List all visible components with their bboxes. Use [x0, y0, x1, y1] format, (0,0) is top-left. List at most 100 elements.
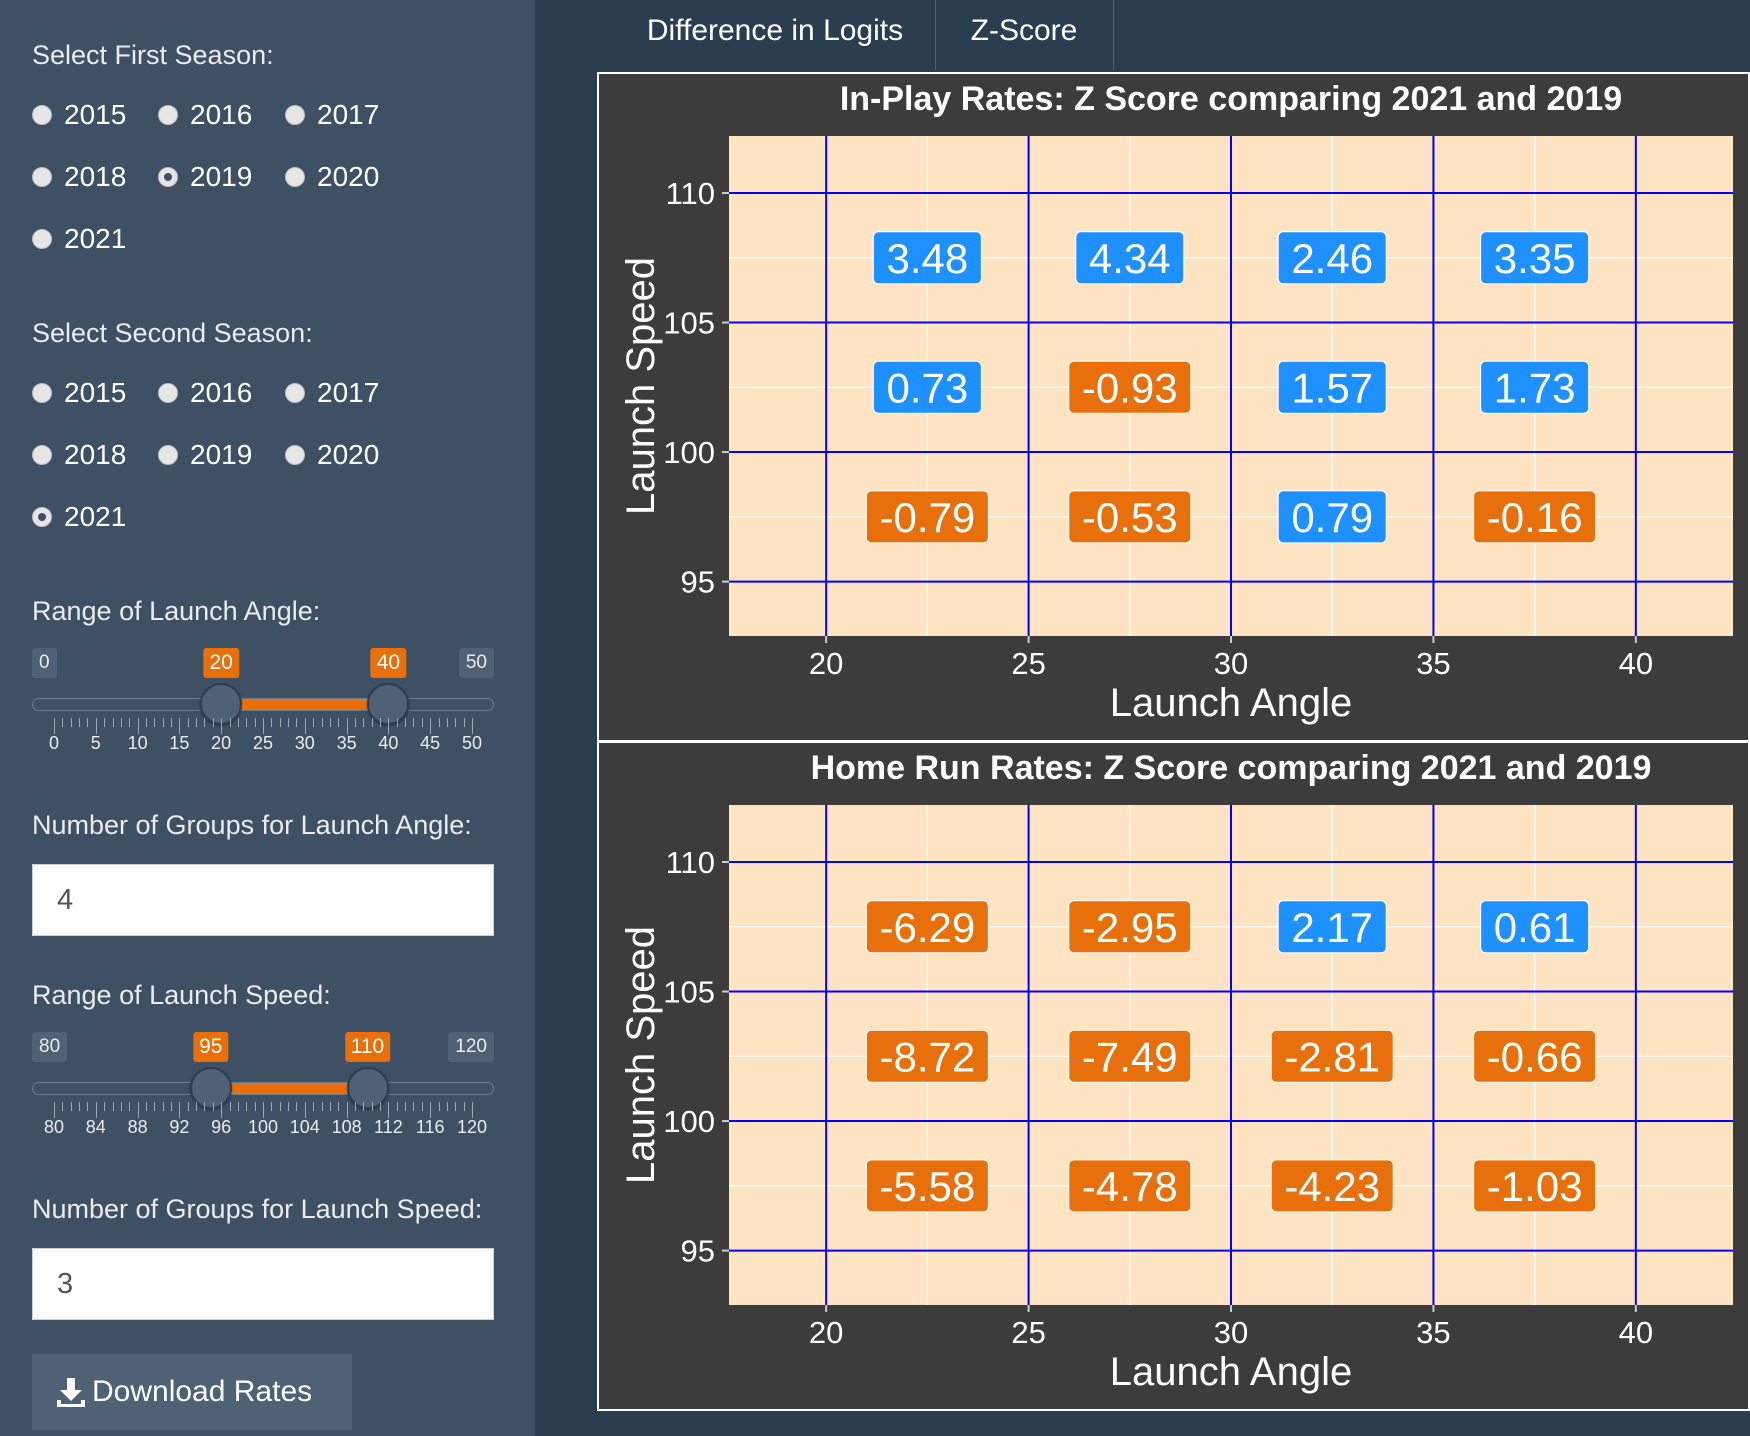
second-season-radio-2017[interactable]: 2017 — [285, 377, 379, 409]
second-season-radio-2018[interactable]: 2018 — [32, 439, 126, 471]
first-season-radio-2018[interactable]: 2018 — [32, 161, 126, 193]
speed-high-handle[interactable] — [346, 1067, 389, 1109]
first-season-radio-2017[interactable]: 2017 — [285, 99, 379, 131]
y-axis-label: Launch Speed — [619, 257, 663, 515]
first-season-label: Select First Season: — [32, 40, 274, 70]
x-tick-label: 25 — [1011, 1315, 1045, 1350]
first-season-radio-2019[interactable]: 2019 — [158, 161, 252, 193]
download-rates-button[interactable]: Download Rates — [32, 1354, 352, 1430]
slider-tick — [346, 1102, 348, 1118]
second-season-radio-2015[interactable]: 2015 — [32, 377, 126, 409]
slider-tick — [388, 1102, 390, 1118]
angle-low-value: 20 — [203, 648, 239, 678]
home-run-rates-plot: Home Run Rates: Z Score comparing 2021 a… — [597, 741, 1750, 1411]
slider-tick — [405, 718, 407, 727]
second-season-radio-2020[interactable]: 2020 — [285, 439, 379, 471]
slider-tick — [162, 718, 164, 727]
angle-range-slider[interactable]: 0 50 20 40 0 5 10 15 20 25 30 35 40 45 50 — [32, 648, 494, 778]
slider-tick — [354, 718, 356, 727]
y-tick-label: 105 — [663, 306, 715, 341]
download-icon — [57, 1378, 85, 1407]
radio-circle[interactable] — [32, 229, 52, 249]
slider-tick — [438, 718, 440, 727]
slider-tick-label: 20 — [211, 733, 232, 753]
radio-circle[interactable] — [285, 105, 305, 125]
cell-label-box — [1068, 1159, 1192, 1213]
second-season-radio-2019[interactable]: 2019 — [158, 439, 252, 471]
radio-label: 2019 — [190, 161, 253, 192]
angle-high-handle[interactable] — [367, 683, 410, 725]
cell-value-label: 3.35 — [1494, 235, 1576, 282]
slider-tick — [313, 1102, 315, 1111]
cell-label-box — [865, 1159, 989, 1213]
slider-tick — [196, 718, 198, 727]
cell-value-label: 1.57 — [1291, 364, 1373, 411]
second-season-radio-2021[interactable]: 2021 — [32, 501, 126, 533]
cell-label-box — [865, 490, 989, 544]
chart-title: In-Play Rates: Z Score comparing 2021 an… — [840, 80, 1622, 118]
radio-label: 2016 — [190, 377, 253, 408]
slider-tick — [396, 1102, 398, 1111]
first-season-radio-2020[interactable]: 2020 — [285, 161, 379, 193]
radio-circle[interactable] — [158, 167, 178, 187]
cell-value-label: 2.46 — [1291, 235, 1373, 282]
radio-label: 2021 — [64, 223, 127, 254]
radio-circle[interactable] — [285, 167, 305, 187]
radio-circle[interactable] — [285, 383, 305, 403]
slider-tick — [388, 718, 390, 734]
radio-circle[interactable] — [158, 105, 178, 125]
second-season-radio-2016[interactable]: 2016 — [158, 377, 252, 409]
cell-label-box — [1270, 1159, 1394, 1213]
cell-value-label: -7.49 — [1082, 1033, 1178, 1080]
tab-z-score[interactable]: Z-Score — [970, 14, 1078, 47]
radio-label: 2018 — [64, 439, 127, 470]
cell-value-label: -1.03 — [1487, 1163, 1583, 1210]
slider-tick — [413, 718, 415, 727]
radio-circle[interactable] — [285, 445, 305, 465]
cell-value-label: -0.93 — [1082, 364, 1178, 411]
first-season-radio-2015[interactable]: 2015 — [32, 99, 126, 131]
slider-tick — [70, 718, 72, 727]
radio-circle[interactable] — [32, 445, 52, 465]
angle-groups-input[interactable]: 4 — [32, 864, 494, 936]
cell-value-label: 4.34 — [1089, 235, 1171, 282]
cell-value-label: -6.29 — [880, 904, 976, 951]
slider-tick — [145, 718, 147, 727]
radio-circle[interactable] — [32, 507, 52, 527]
slider-tick — [446, 718, 448, 727]
radio-label: 2015 — [64, 377, 127, 408]
radio-circle[interactable] — [158, 445, 178, 465]
slider-tick — [145, 1102, 147, 1111]
slider-tick — [472, 1102, 473, 1118]
slider-tick — [196, 1102, 198, 1111]
radio-circle[interactable] — [158, 383, 178, 403]
slider-tick — [455, 718, 457, 727]
slider-tick — [396, 718, 398, 727]
slider-tick — [263, 1102, 264, 1118]
slider-tick — [313, 718, 315, 727]
cell-label-box — [1068, 1029, 1192, 1083]
tab-difference-in-logits[interactable]: Difference in Logits — [646, 14, 904, 47]
slider-tick — [413, 1102, 415, 1111]
cell-label-box — [1480, 360, 1590, 414]
slider-tick — [338, 1102, 340, 1111]
speed-range-slider[interactable]: 80 120 95 110 80 84 88 92 96 100 104 108 112 116 1… — [32, 1032, 494, 1162]
radio-circle[interactable] — [32, 105, 52, 125]
slider-tick — [421, 718, 423, 727]
slider-tick — [87, 1102, 89, 1111]
cell-value-label: 0.79 — [1291, 494, 1373, 541]
speed-groups-input[interactable]: 3 — [32, 1248, 494, 1320]
cell-label-box — [1075, 231, 1185, 285]
first-season-radio-2016[interactable]: 2016 — [158, 99, 252, 131]
slider-tick — [421, 1102, 423, 1111]
first-season-radio-2021[interactable]: 2021 — [32, 223, 126, 255]
slider-tick — [187, 718, 189, 727]
radio-label: 2018 — [64, 161, 127, 192]
slider-tick — [171, 718, 173, 727]
y-tick-label: 95 — [681, 1234, 715, 1269]
slider-tick-label: 25 — [252, 733, 274, 753]
radio-circle[interactable] — [32, 167, 52, 187]
slider-tick-label: 120 — [456, 1117, 488, 1137]
slider-tick — [246, 718, 248, 727]
radio-circle[interactable] — [32, 383, 52, 403]
